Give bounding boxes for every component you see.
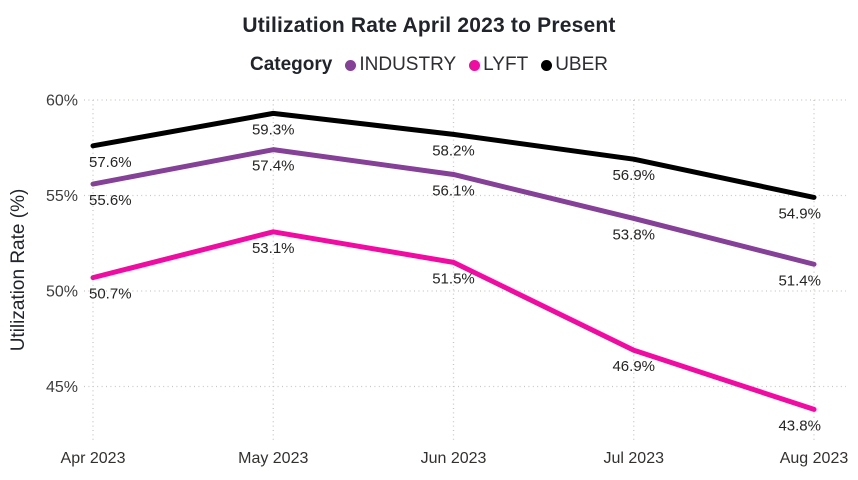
data-label-uber-3: 56.9% <box>612 167 655 184</box>
data-label-industry-1: 57.4% <box>252 158 295 175</box>
data-label-uber-1: 59.3% <box>252 121 295 138</box>
series-line-industry[interactable] <box>90 147 817 267</box>
data-label-lyft-0: 50.7% <box>89 286 132 303</box>
data-label-industry-0: 55.6% <box>89 192 132 209</box>
x-axis-label: May 2023 <box>238 450 308 467</box>
y-tick-label: 50% <box>46 284 78 301</box>
y-tick-label: 60% <box>46 93 78 110</box>
legend-label-industry: INDUSTRY <box>359 54 457 75</box>
x-axis-label: Jun 2023 <box>421 450 487 467</box>
data-label-industry-4: 51.4% <box>778 272 821 289</box>
data-label-industry-2: 56.1% <box>432 182 475 199</box>
data-label-industry-3: 53.8% <box>612 226 655 243</box>
data-label-uber-2: 58.2% <box>432 142 475 159</box>
legend-item-lyft[interactable]: LYFT <box>469 54 528 76</box>
data-label-lyft-4: 43.8% <box>778 417 821 434</box>
legend-label-uber: UBER <box>555 54 608 75</box>
y-tick-label: 45% <box>46 379 78 396</box>
data-label-uber-0: 57.6% <box>89 154 132 171</box>
legend-title: Category <box>250 54 333 75</box>
data-label-uber-4: 54.9% <box>778 205 821 222</box>
data-label-lyft-1: 53.1% <box>252 240 295 257</box>
series-line-lyft[interactable] <box>90 229 817 412</box>
x-axis-label: Jul 2023 <box>604 450 665 467</box>
data-label-lyft-2: 51.5% <box>432 270 475 287</box>
series-line-uber[interactable] <box>90 110 817 200</box>
legend-item-uber[interactable]: UBER <box>541 54 608 76</box>
legend-dot-industry <box>345 59 357 71</box>
chart-title: Utilization Rate April 2023 to Present <box>242 14 616 37</box>
legend-dot-uber <box>541 59 553 71</box>
data-label-lyft-3: 46.9% <box>612 358 655 375</box>
x-axis-label: Apr 2023 <box>61 450 126 467</box>
legend-label-lyft: LYFT <box>483 54 529 75</box>
y-tick-label: 55% <box>46 188 78 205</box>
legend-dot-lyft <box>469 59 481 71</box>
x-axis-label: Aug 2023 <box>780 450 849 467</box>
legend-item-industry[interactable]: INDUSTRY <box>345 54 456 76</box>
legend: Category INDUSTRY LYFT UBER <box>0 54 858 76</box>
